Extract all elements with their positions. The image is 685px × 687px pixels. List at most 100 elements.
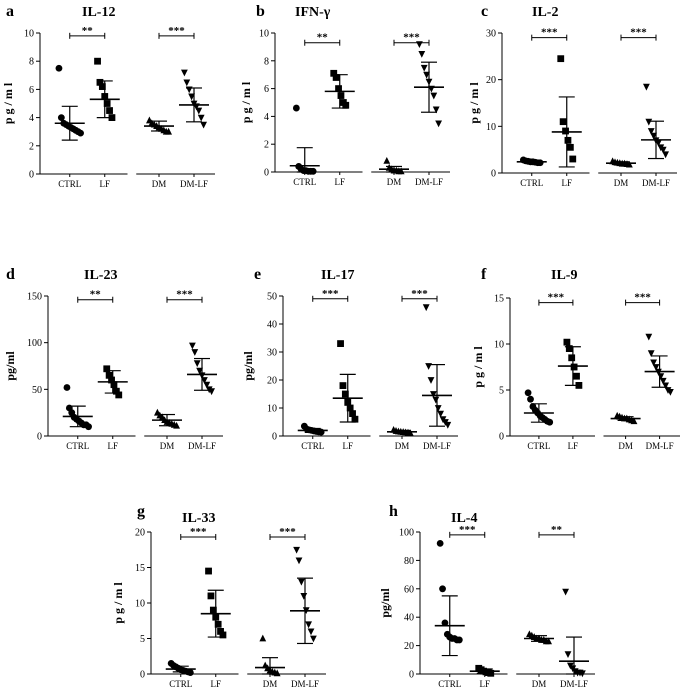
- significance-label: ***: [630, 27, 647, 39]
- data-point: [55, 64, 63, 72]
- significance-bracket: ***: [269, 526, 306, 540]
- x-tick-label: DM: [532, 679, 547, 687]
- data-point: [562, 588, 569, 596]
- y-tick-label: 20: [135, 528, 145, 539]
- x-tick-label: LF: [210, 679, 221, 687]
- y-tick-label: 8: [264, 56, 269, 67]
- data-point: [335, 85, 342, 92]
- y-tick-label: 4: [29, 113, 34, 124]
- panel-title: IL-4: [451, 511, 477, 526]
- data-point: [455, 636, 463, 644]
- data-point: [659, 146, 667, 154]
- data-point: [309, 167, 317, 175]
- group-ctrl: [297, 422, 328, 436]
- data-point: [630, 417, 638, 425]
- x-tick-label: CTRL: [169, 679, 192, 687]
- group-dm-lf: [644, 333, 675, 396]
- x-tick-label: DM-LF: [180, 179, 208, 189]
- group-dm: [379, 156, 409, 175]
- panel-letter: a: [6, 3, 14, 20]
- group-ctrl: [516, 156, 547, 167]
- data-point: [330, 69, 338, 77]
- y-tick-label: 0: [37, 432, 42, 443]
- data-point: [562, 127, 569, 135]
- significance-label: ***: [634, 292, 651, 304]
- significance-label: ***: [541, 27, 558, 39]
- data-point: [209, 606, 217, 614]
- x-tick-label: CTRL: [527, 441, 550, 451]
- data-point: [98, 83, 106, 90]
- group-dm-lf: [641, 83, 671, 160]
- data-point: [432, 396, 440, 404]
- significance-label: **: [317, 32, 329, 44]
- y-tick-label: 100: [27, 338, 42, 349]
- group-ctrl: [62, 384, 93, 431]
- y-tick-label: 10: [486, 122, 496, 133]
- data-point: [645, 118, 653, 126]
- group-dm-lf: [179, 69, 209, 129]
- data-point: [423, 71, 430, 79]
- y-axis-label: p g / m l: [467, 82, 481, 124]
- y-tick-label: 0: [140, 670, 145, 681]
- significance-label: **: [82, 25, 94, 37]
- x-tick-label: DM-LF: [291, 679, 319, 687]
- significance-bracket: ***: [166, 289, 203, 303]
- data-point: [300, 593, 308, 600]
- data-point: [650, 359, 657, 367]
- data-point: [205, 567, 212, 575]
- data-point: [650, 132, 657, 140]
- data-point: [659, 377, 667, 385]
- data-point: [524, 389, 532, 397]
- data-point: [196, 367, 203, 375]
- group-dm-lf: [559, 588, 589, 678]
- y-tick-label: 40: [267, 320, 277, 331]
- data-point: [527, 395, 534, 403]
- panel-title: IL-9: [551, 268, 577, 283]
- x-tick-label: DM-LF: [560, 679, 588, 687]
- group-lf: [551, 55, 582, 168]
- group-ctrl: [165, 659, 196, 676]
- significance-bracket: ***: [538, 292, 574, 306]
- panel-letter: g: [137, 503, 145, 520]
- data-point: [430, 92, 438, 100]
- y-tick-label: 10: [135, 599, 145, 610]
- significance-bracket: ***: [393, 32, 430, 46]
- y-tick-label: 2: [264, 140, 269, 151]
- significance-label: **: [90, 289, 102, 301]
- y-tick-label: 30: [486, 29, 496, 40]
- data-point: [193, 360, 201, 368]
- data-point: [214, 620, 222, 628]
- y-tick-label: 8: [29, 57, 34, 68]
- data-point: [103, 100, 111, 107]
- group-lf: [557, 338, 588, 389]
- data-point: [112, 387, 120, 395]
- y-tick-label: 10: [267, 404, 277, 415]
- y-tick-label: 40: [404, 613, 414, 624]
- significance-bracket: ***: [158, 25, 195, 39]
- group-dm: [144, 116, 174, 135]
- data-point: [337, 340, 344, 347]
- data-point: [427, 377, 435, 384]
- data-point: [96, 78, 104, 86]
- data-point: [108, 376, 115, 384]
- y-tick-label: 0: [264, 168, 269, 179]
- x-tick-label: LF: [107, 441, 118, 451]
- group-ctrl: [289, 104, 320, 175]
- data-point: [662, 382, 669, 390]
- significance-label: ***: [279, 526, 296, 538]
- group-dm: [606, 157, 636, 168]
- data-point: [570, 363, 578, 371]
- y-axis-label: p g / m l: [111, 582, 125, 624]
- y-tick-label: 6: [264, 84, 269, 95]
- significance-label: ***: [548, 292, 565, 304]
- data-point: [181, 69, 188, 77]
- data-point: [351, 415, 359, 423]
- group-dm: [610, 411, 641, 425]
- x-tick-label: DM-LF: [642, 178, 670, 188]
- data-point: [573, 372, 580, 380]
- x-tick-label: DM: [614, 178, 629, 188]
- data-point: [115, 391, 123, 399]
